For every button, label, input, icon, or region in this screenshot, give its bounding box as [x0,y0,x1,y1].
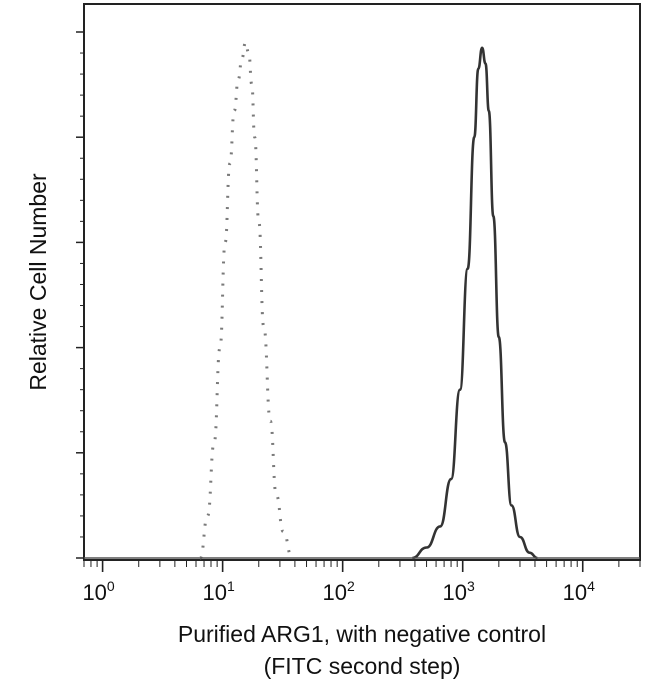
plot-frame [83,3,641,561]
y-axis-title: Relative Cell Number [25,173,51,391]
x-tick-label: 104 [563,578,595,605]
x-axis-title-line2: (FITC second step) [264,653,461,679]
x-tick-label: 100 [82,578,114,605]
arg1-stained-curve [412,46,538,560]
series-group [84,41,640,560]
x-tick-label: 102 [323,578,355,605]
x-tick-label: 103 [443,578,475,605]
x-tick-labels: 100 101 102 103 104 [82,578,595,605]
y-axis-ticks [76,31,84,559]
x-axis-ticks [83,560,641,572]
x-axis-title-line1: Purified ARG1, with negative control [178,621,546,647]
x-tick-label: 101 [202,578,234,605]
